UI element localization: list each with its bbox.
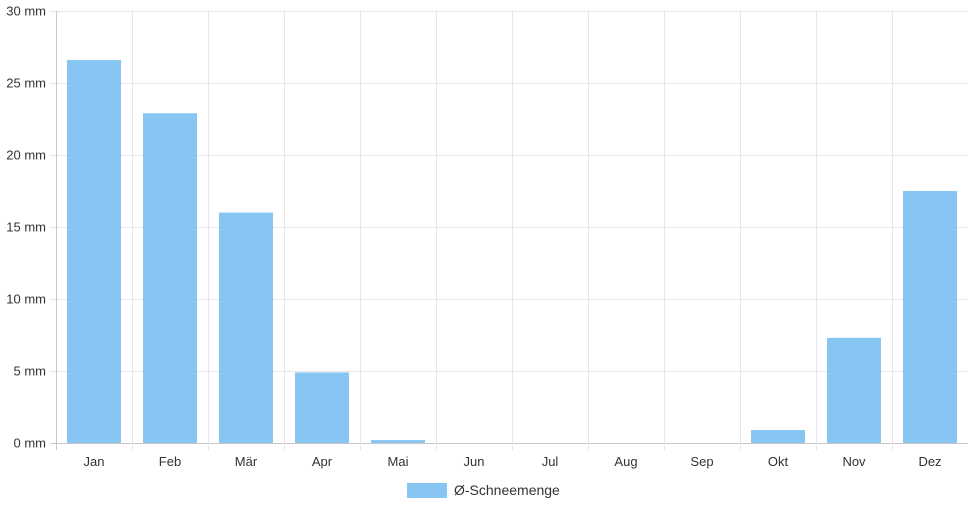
legend[interactable]: Ø-Schneemenge	[407, 482, 560, 498]
bar-nov[interactable]	[827, 337, 881, 443]
x-tick-label: Nov	[842, 454, 866, 469]
y-tick-label: 5 mm	[14, 364, 47, 379]
legend-label: Ø-Schneemenge	[454, 482, 560, 498]
x-tick-label: Sep	[690, 454, 713, 469]
x-tick-label: Mai	[388, 454, 409, 469]
axes: 0 mm 5 mm 10 mm 15 mm 20 mm 25 mm 30 mm Jan Feb M…	[6, 4, 941, 470]
bars	[67, 59, 957, 444]
x-tick-label: Apr	[312, 454, 333, 469]
bar-mär[interactable]	[219, 212, 273, 443]
bar-okt[interactable]	[751, 430, 805, 443]
x-tick-label: Dez	[918, 454, 941, 469]
bar-mai[interactable]	[371, 440, 425, 443]
x-tick-label: Aug	[614, 454, 637, 469]
y-tick-label: 10 mm	[6, 292, 46, 307]
bar-apr[interactable]	[295, 372, 349, 443]
y-tick-label: 0 mm	[14, 436, 47, 451]
bar-feb[interactable]	[143, 113, 197, 444]
legend-swatch	[407, 483, 447, 498]
bar-jan[interactable]	[67, 59, 121, 444]
grid	[50, 11, 968, 450]
x-tick-label: Jan	[84, 454, 105, 469]
bar-dez[interactable]	[903, 191, 957, 443]
x-tick-label: Jun	[464, 454, 485, 469]
y-tick-label: 20 mm	[6, 148, 46, 163]
x-tick-label: Mär	[235, 454, 258, 469]
x-tick-label: Okt	[768, 454, 789, 469]
x-tick-label: Feb	[159, 454, 181, 469]
x-tick-label: Jul	[542, 454, 559, 469]
y-tick-label: 30 mm	[6, 4, 46, 19]
y-tick-label: 15 mm	[6, 220, 46, 235]
y-tick-label: 25 mm	[6, 76, 46, 91]
